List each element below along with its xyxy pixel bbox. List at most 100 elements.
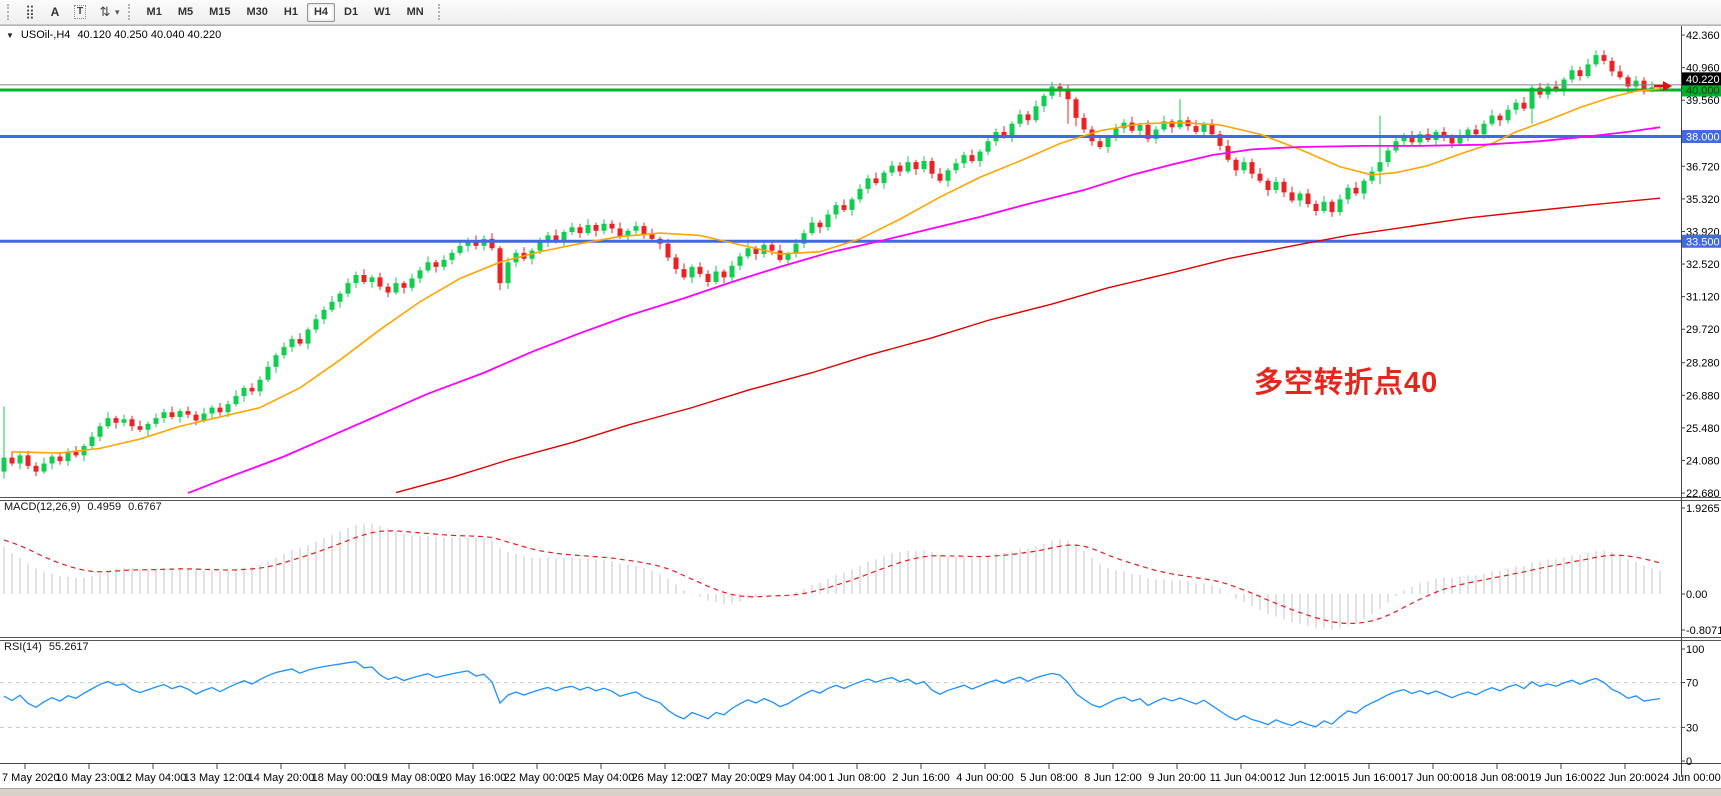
- price-tick-label: 28.280: [1686, 358, 1720, 370]
- macd-main-value: 0.4959: [87, 501, 122, 513]
- symbol-info-line: ▼ USOil-,H4 40.120 40.250 40.040 40.220: [6, 29, 221, 42]
- price-tick-label: 40.960: [1686, 63, 1720, 75]
- price-tick-label: 29.720: [1686, 324, 1720, 336]
- time-tick-label: 11 Jun 04:00: [1210, 772, 1273, 784]
- arrow-right-icon: [1654, 80, 1672, 92]
- macd-tick-label: -0.8071: [1686, 625, 1721, 637]
- price-tick-label: 22.680: [1686, 488, 1720, 500]
- horizontal-level-lines: [0, 84, 1681, 243]
- time-tick-label: 19 May 08:00: [376, 772, 443, 784]
- rsi-label-row: RSI(14) 55.2617: [4, 641, 89, 653]
- macd-tick-label: 0.00: [1686, 589, 1707, 601]
- time-tick-label: 17 Jun 00:00: [1401, 772, 1465, 784]
- level-price-label: 38.000: [1686, 132, 1720, 144]
- time-tick-label: 18 May 00:00: [312, 772, 379, 784]
- macd-indicator-label: MACD(12,26,9): [4, 501, 81, 513]
- time-tick-label: 18 Jun 08:00: [1465, 772, 1529, 784]
- macd-indicator: [3, 523, 1661, 630]
- ma-fast-line: [11, 88, 1661, 454]
- moving-averages: [11, 88, 1661, 494]
- rsi-tick-label: 100: [1686, 644, 1704, 656]
- time-tick-label: 13 May 12:00: [184, 772, 251, 784]
- ma-slow-line: [395, 197, 1661, 494]
- rsi-line: [3, 661, 1661, 728]
- rsi-pane-surface[interactable]: [0, 642, 1681, 763]
- time-tick-label: 20 May 16:00: [440, 772, 507, 784]
- price-tick-label: 35.320: [1686, 194, 1720, 206]
- price-tick-label: 31.120: [1686, 292, 1720, 304]
- macd-signal-line: [3, 530, 1661, 625]
- price-tick-label: 26.880: [1686, 390, 1720, 402]
- window-bottom-edge: [0, 788, 1721, 796]
- macd-axis[interactable]: 1.9265 0.00 -0.8071: [1686, 503, 1721, 637]
- time-tick-label: 29 May 04:00: [760, 772, 827, 784]
- chart-grid-icon[interactable]: ⣿: [18, 2, 42, 22]
- rsi-indicator: [0, 661, 1681, 728]
- timeframe-button-m1[interactable]: M1: [140, 3, 169, 22]
- main-pane-surface[interactable]: [0, 26, 1681, 497]
- text-annotation-icon[interactable]: A: [43, 2, 67, 22]
- pane-borders: [0, 25, 1721, 777]
- price-tick-label: 36.720: [1686, 161, 1720, 173]
- ohlc-readout: 40.120 40.250 40.040 40.220: [77, 29, 222, 41]
- text-label-icon[interactable]: T: [68, 2, 92, 22]
- time-tick-label: 25 May 04:00: [568, 772, 635, 784]
- time-tick-label: 1 Jun 08:00: [828, 772, 886, 784]
- time-tick-label: 27 May 20:00: [696, 772, 763, 784]
- time-tick-label: 8 Jun 12:00: [1084, 772, 1142, 784]
- timeframe-button-h4[interactable]: H4: [306, 2, 336, 22]
- rsi-tick-label: 70: [1686, 678, 1698, 690]
- chevron-down-icon[interactable]: ▾: [115, 6, 120, 17]
- price-tick-label: 25.480: [1686, 423, 1720, 435]
- time-tick-label: 12 May 04:00: [120, 772, 187, 784]
- toolbar-grip[interactable]: [437, 4, 443, 20]
- time-tick-label: 7 May 2020: [2, 772, 59, 784]
- price-tick-label: 39.560: [1686, 95, 1720, 107]
- time-tick-label: 19 Jun 16:00: [1529, 772, 1593, 784]
- time-tick-label: 22 Jun 20:00: [1593, 772, 1657, 784]
- current-price-label: 40.220: [1686, 74, 1720, 86]
- timeframe-button-m5[interactable]: M5: [171, 3, 200, 22]
- time-tick-label: 24 Jun 00:00: [1657, 772, 1721, 784]
- rsi-tick-label: 30: [1686, 722, 1698, 734]
- current-price-box: [1682, 72, 1721, 86]
- macd-label-row: MACD(12,26,9) 0.4959 0.6767: [4, 501, 162, 513]
- chart-grid-glyph: ⣿: [25, 4, 35, 19]
- macd-histogram: [3, 523, 1661, 630]
- timeframe-button-m15[interactable]: M15: [202, 3, 237, 22]
- timeframe-button-m30[interactable]: M30: [240, 3, 275, 22]
- level-price-box: [1682, 83, 1721, 97]
- time-tick-label: 14 May 20:00: [248, 772, 315, 784]
- time-tick-label: 26 May 12:00: [632, 772, 699, 784]
- rsi-indicator-label: RSI(14): [4, 641, 42, 653]
- price-axis[interactable]: 42.36040.96039.56036.72035.32033.92032.5…: [1682, 30, 1721, 500]
- symbol-timeframe-label: USOil-,H4: [20, 29, 71, 41]
- macd-signal-value: 0.6767: [128, 501, 162, 513]
- rsi-axis[interactable]: 100 70 30 0: [1686, 644, 1704, 768]
- timeframe-button-mn[interactable]: MN: [400, 3, 431, 22]
- level-price-box: [1682, 234, 1721, 248]
- rsi-value: 55.2617: [48, 641, 89, 653]
- arrows-objects-icon[interactable]: ⇅: [93, 2, 117, 22]
- timeframe-button-h1[interactable]: H1: [277, 3, 305, 22]
- toolbar-grip[interactable]: [127, 4, 133, 20]
- timeframe-button-w1[interactable]: W1: [367, 3, 398, 22]
- toolbar-grip[interactable]: [7, 4, 12, 20]
- timeframe-button-d1[interactable]: D1: [337, 3, 365, 22]
- chart-text-annotation: 多空转折点40: [1254, 367, 1439, 399]
- time-tick-label: 22 May 00:00: [504, 772, 571, 784]
- time-tick-label: 5 Jun 08:00: [1020, 772, 1078, 784]
- time-tick-label: 4 Jun 00:00: [956, 772, 1014, 784]
- symbol-collapse-icon[interactable]: ▼: [6, 31, 14, 40]
- rsi-tick-label: 0: [1686, 756, 1692, 768]
- macd-tick-label: 1.9265: [1686, 503, 1720, 515]
- time-tick-label: 15 Jun 16:00: [1337, 772, 1401, 784]
- text-label-glyph: T: [73, 5, 87, 19]
- macd-pane-surface[interactable]: [0, 502, 1681, 636]
- level-price-box: [1682, 130, 1721, 144]
- price-tick-label: 42.360: [1686, 30, 1720, 42]
- ma-mid-line: [187, 126, 1661, 494]
